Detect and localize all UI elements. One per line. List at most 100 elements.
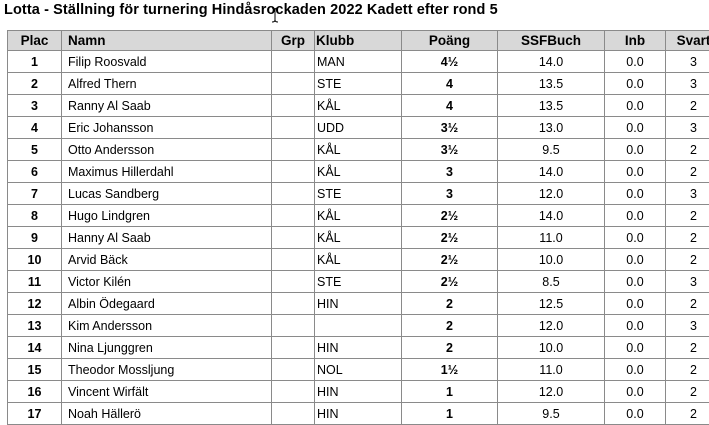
cell-klubb: STE [314, 182, 402, 205]
cell-grp [271, 50, 315, 73]
cell-poang: 2 [401, 292, 498, 315]
cell-ssfbuch: 12.0 [497, 314, 605, 337]
cell-svart: 2 [665, 160, 709, 183]
cell-inb: 0.0 [604, 358, 666, 381]
cell-grp [271, 182, 315, 205]
table-row: 9 Hanny Al Saab KÅL 2½ 11.0 0.0 2 [7, 226, 709, 249]
cell-ssfbuch: 9.5 [497, 402, 605, 425]
cell-plac: 1 [7, 50, 62, 73]
table-row: 17 Noah Hällerö HIN 1 9.5 0.0 2 [7, 402, 709, 425]
cell-poang: 2½ [401, 248, 498, 271]
cell-svart: 2 [665, 204, 709, 227]
cell-ssfbuch: 14.0 [497, 204, 605, 227]
cell-plac: 2 [7, 72, 62, 95]
cell-inb: 0.0 [604, 402, 666, 425]
cell-ssfbuch: 13.5 [497, 94, 605, 117]
cell-plac: 3 [7, 94, 62, 117]
cell-inb: 0.0 [604, 270, 666, 293]
cell-grp [271, 402, 315, 425]
cell-klubb: KÅL [314, 248, 402, 271]
cell-grp [271, 248, 315, 271]
cell-inb: 0.0 [604, 292, 666, 315]
cell-namn: Ranny Al Saab [61, 94, 272, 117]
cell-namn: Hugo Lindgren [61, 204, 272, 227]
cell-inb: 0.0 [604, 160, 666, 183]
cell-svart: 2 [665, 402, 709, 425]
cell-ssfbuch: 13.5 [497, 72, 605, 95]
header-svart: Svart [665, 30, 709, 51]
cell-klubb: KÅL [314, 94, 402, 117]
cell-ssfbuch: 8.5 [497, 270, 605, 293]
cell-inb: 0.0 [604, 204, 666, 227]
cell-plac: 15 [7, 358, 62, 381]
cell-ssfbuch: 10.0 [497, 248, 605, 271]
cell-plac: 17 [7, 402, 62, 425]
table-row: 14 Nina Ljunggren HIN 2 10.0 0.0 2 [7, 336, 709, 359]
cell-namn: Filip Roosvald [61, 50, 272, 73]
cell-namn: Hanny Al Saab [61, 226, 272, 249]
cell-svart: 3 [665, 72, 709, 95]
cell-svart: 2 [665, 248, 709, 271]
cell-ssfbuch: 14.0 [497, 160, 605, 183]
cell-poang: 1½ [401, 358, 498, 381]
cell-namn: Noah Hällerö [61, 402, 272, 425]
cell-klubb: KÅL [314, 226, 402, 249]
cell-ssfbuch: 12.5 [497, 292, 605, 315]
cell-klubb: STE [314, 270, 402, 293]
cell-klubb: HIN [314, 402, 402, 425]
page-title: Lotta - Ställning för turnering Hindåsro… [4, 2, 498, 18]
cell-poang: 2½ [401, 270, 498, 293]
cell-namn: Kim Andersson [61, 314, 272, 337]
cell-grp [271, 226, 315, 249]
table-row: 3 Ranny Al Saab KÅL 4 13.5 0.0 2 [7, 94, 709, 117]
cell-inb: 0.0 [604, 336, 666, 359]
header-namn: Namn [61, 30, 272, 51]
cell-grp [271, 270, 315, 293]
cell-namn: Otto Andersson [61, 138, 272, 161]
table-row: 4 Eric Johansson UDD 3½ 13.0 0.0 3 [7, 116, 709, 139]
cell-svart: 2 [665, 226, 709, 249]
cell-poang: 2½ [401, 204, 498, 227]
header-klubb: Klubb [314, 30, 402, 51]
cell-grp [271, 336, 315, 359]
table-row: 7 Lucas Sandberg STE 3 12.0 0.0 3 [7, 182, 709, 205]
cell-namn: Vincent Wirfält [61, 380, 272, 403]
cell-ssfbuch: 10.0 [497, 336, 605, 359]
cell-plac: 12 [7, 292, 62, 315]
cell-svart: 3 [665, 182, 709, 205]
cell-svart: 2 [665, 336, 709, 359]
table-header-row: Plac Namn Grp Klubb Poäng SSFBuch Inb Sv… [7, 30, 709, 51]
cell-plac: 6 [7, 160, 62, 183]
cell-namn: Theodor Mossljung [61, 358, 272, 381]
cell-ssfbuch: 14.0 [497, 50, 605, 73]
cell-klubb: STE [314, 72, 402, 95]
standings-body: 1 Filip Roosvald MAN 4½ 14.0 0.0 3 2 Alfred Ther… [7, 50, 709, 425]
cell-svart: 2 [665, 94, 709, 117]
cell-inb: 0.0 [604, 226, 666, 249]
cell-ssfbuch: 9.5 [497, 138, 605, 161]
table-row: 6 Maximus Hillerdahl KÅL 3 14.0 0.0 2 [7, 160, 709, 183]
cell-namn: Alfred Thern [61, 72, 272, 95]
cell-poang: 3½ [401, 116, 498, 139]
cell-grp [271, 138, 315, 161]
cell-namn: Maximus Hillerdahl [61, 160, 272, 183]
cell-plac: 4 [7, 116, 62, 139]
cell-poang: 3 [401, 182, 498, 205]
cell-svart: 2 [665, 358, 709, 381]
cell-svart: 2 [665, 138, 709, 161]
cell-svart: 3 [665, 314, 709, 337]
cell-klubb: UDD [314, 116, 402, 139]
cell-ssfbuch: 12.0 [497, 182, 605, 205]
table-row: 2 Alfred Thern STE 4 13.5 0.0 3 [7, 72, 709, 95]
cell-namn: Nina Ljunggren [61, 336, 272, 359]
cell-ssfbuch: 11.0 [497, 226, 605, 249]
table-row: 12 Albin Ödegaard HIN 2 12.5 0.0 2 [7, 292, 709, 315]
cell-namn: Eric Johansson [61, 116, 272, 139]
standings-table: Plac Namn Grp Klubb Poäng SSFBuch Inb Sv… [7, 30, 709, 425]
cell-poang: 4½ [401, 50, 498, 73]
table-row: 15 Theodor Mossljung NOL 1½ 11.0 0.0 2 [7, 358, 709, 381]
cell-ssfbuch: 12.0 [497, 380, 605, 403]
cell-grp [271, 358, 315, 381]
cell-poang: 4 [401, 94, 498, 117]
cell-inb: 0.0 [604, 94, 666, 117]
